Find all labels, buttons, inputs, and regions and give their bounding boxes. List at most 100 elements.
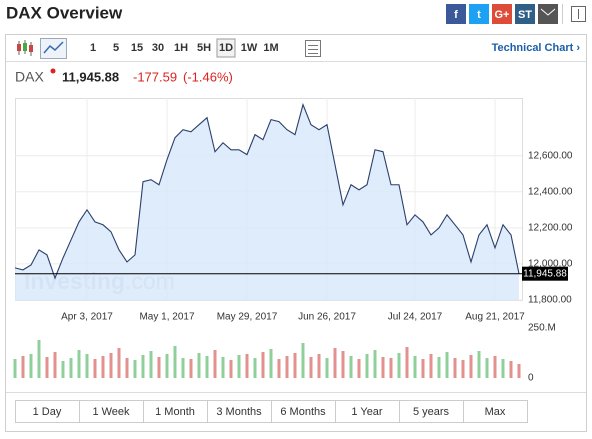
volume-bar: [21, 356, 25, 378]
volume-bar: [53, 352, 57, 378]
volume-bar: [85, 354, 89, 378]
volume-bar: [469, 355, 473, 378]
volume-bar: [325, 358, 329, 378]
interval-button[interactable]: 30: [152, 42, 164, 54]
volume-bar: [13, 359, 17, 378]
range-button[interactable]: Max: [485, 406, 506, 418]
x-tick-label: Jul 24, 2017: [388, 312, 443, 323]
price-line: [14, 102, 520, 280]
share-label[interactable]: t: [477, 9, 481, 21]
y-tick-label: 12,000.00: [528, 259, 573, 270]
technical-chart-link[interactable]: Technical Chart ›: [492, 42, 581, 54]
mail-icon: [540, 8, 556, 16]
range-button[interactable]: 1 Day: [33, 406, 62, 418]
range-button[interactable]: 1 Month: [155, 406, 195, 418]
mail-button[interactable]: [538, 4, 558, 24]
interval-button[interactable]: 1D: [219, 42, 233, 54]
volume-bar: [477, 351, 481, 378]
last-price: 11,945.88: [62, 69, 119, 84]
volume-tick-label: 250.M: [528, 323, 556, 334]
volume-bar: [149, 351, 153, 378]
volume-bar: [237, 355, 241, 378]
frame: [5, 34, 587, 432]
volume-bar: [125, 358, 129, 378]
volume-bar: [405, 347, 409, 378]
interval-button[interactable]: 5: [113, 42, 119, 54]
volume-bar: [381, 357, 385, 378]
volume-bar: [341, 351, 345, 378]
volume-bar: [501, 359, 505, 378]
volume-bar: [229, 360, 233, 378]
x-tick-label: Apr 3, 2017: [61, 312, 113, 323]
change-pct: (-1.46%): [183, 69, 233, 84]
interval-button[interactable]: 5H: [197, 42, 211, 54]
volume-bar: [69, 358, 73, 378]
volume-bar: [309, 357, 313, 378]
volume-bar: [221, 357, 225, 378]
x-tick-label: Aug 21, 2017: [465, 312, 525, 323]
last-price-tag: [522, 266, 568, 281]
share-button[interactable]: [446, 4, 466, 24]
volume-bar: [357, 359, 361, 378]
volume-bar: [117, 348, 121, 378]
volume-bar: [413, 356, 417, 378]
range-button[interactable]: 1 Week: [92, 406, 130, 418]
range-button[interactable]: 5 years: [413, 406, 450, 418]
x-tick-label: May 1, 2017: [139, 312, 194, 323]
volume-bar: [37, 340, 41, 378]
volume-bar: [189, 359, 193, 378]
line-icon[interactable]: [40, 38, 67, 59]
volume-bar: [437, 357, 441, 378]
last-price-label: 11,945.88: [523, 268, 567, 279]
volume-bar: [389, 358, 393, 378]
volume-bar: [93, 359, 97, 378]
interval-button[interactable]: 1: [90, 42, 96, 54]
change: -177.59: [133, 69, 177, 84]
volume-bar: [165, 354, 169, 378]
volume-bar: [333, 348, 337, 378]
volume-bar: [493, 356, 497, 378]
x-tick-label: Jun 26, 2017: [298, 312, 356, 323]
volume-bar: [77, 350, 81, 378]
settings-icon[interactable]: [305, 40, 321, 57]
volume-bar: [453, 358, 457, 378]
volume-bar: [461, 360, 465, 378]
share-label[interactable]: f: [454, 9, 458, 21]
interval-button[interactable]: 1H: [174, 42, 188, 54]
title: DAX Overview: [6, 3, 123, 22]
volume-bar: [293, 353, 297, 378]
volume-bar: [253, 358, 257, 378]
volume-bar: [365, 354, 369, 378]
volume-bar: [181, 358, 185, 378]
share-label[interactable]: ST: [518, 9, 532, 21]
interval-selected: [216, 38, 236, 58]
symbol: DAX: [15, 69, 44, 85]
volume-bar: [213, 350, 217, 378]
volume-bar: [285, 356, 289, 378]
candle-icon[interactable]: [17, 40, 33, 56]
volume-bar: [301, 343, 305, 378]
print-icon[interactable]: [571, 6, 586, 22]
volume-bar: [485, 358, 489, 378]
interval-button[interactable]: 15: [131, 42, 143, 54]
share-button[interactable]: [515, 4, 535, 24]
interval-button[interactable]: 1M: [263, 42, 278, 54]
range-button[interactable]: 1 Year: [351, 406, 383, 418]
share-label[interactable]: G+: [495, 9, 510, 21]
volume-bar: [445, 352, 449, 378]
share-button[interactable]: [492, 4, 512, 24]
volume-bar: [277, 359, 281, 378]
volume-bar: [109, 353, 113, 378]
interval-button[interactable]: 1W: [241, 42, 258, 54]
volume-bar: [45, 357, 49, 378]
volume-bar: [397, 353, 401, 378]
volume-bar: [141, 355, 145, 378]
range-button[interactable]: 6 Months: [280, 406, 326, 418]
share-button[interactable]: [469, 4, 489, 24]
volume-bar: [29, 354, 33, 378]
range-button[interactable]: 3 Months: [216, 406, 262, 418]
range-button-box[interactable]: [463, 400, 528, 423]
volume-bar: [173, 346, 177, 378]
y-tick-label: 12,600.00: [528, 150, 573, 161]
